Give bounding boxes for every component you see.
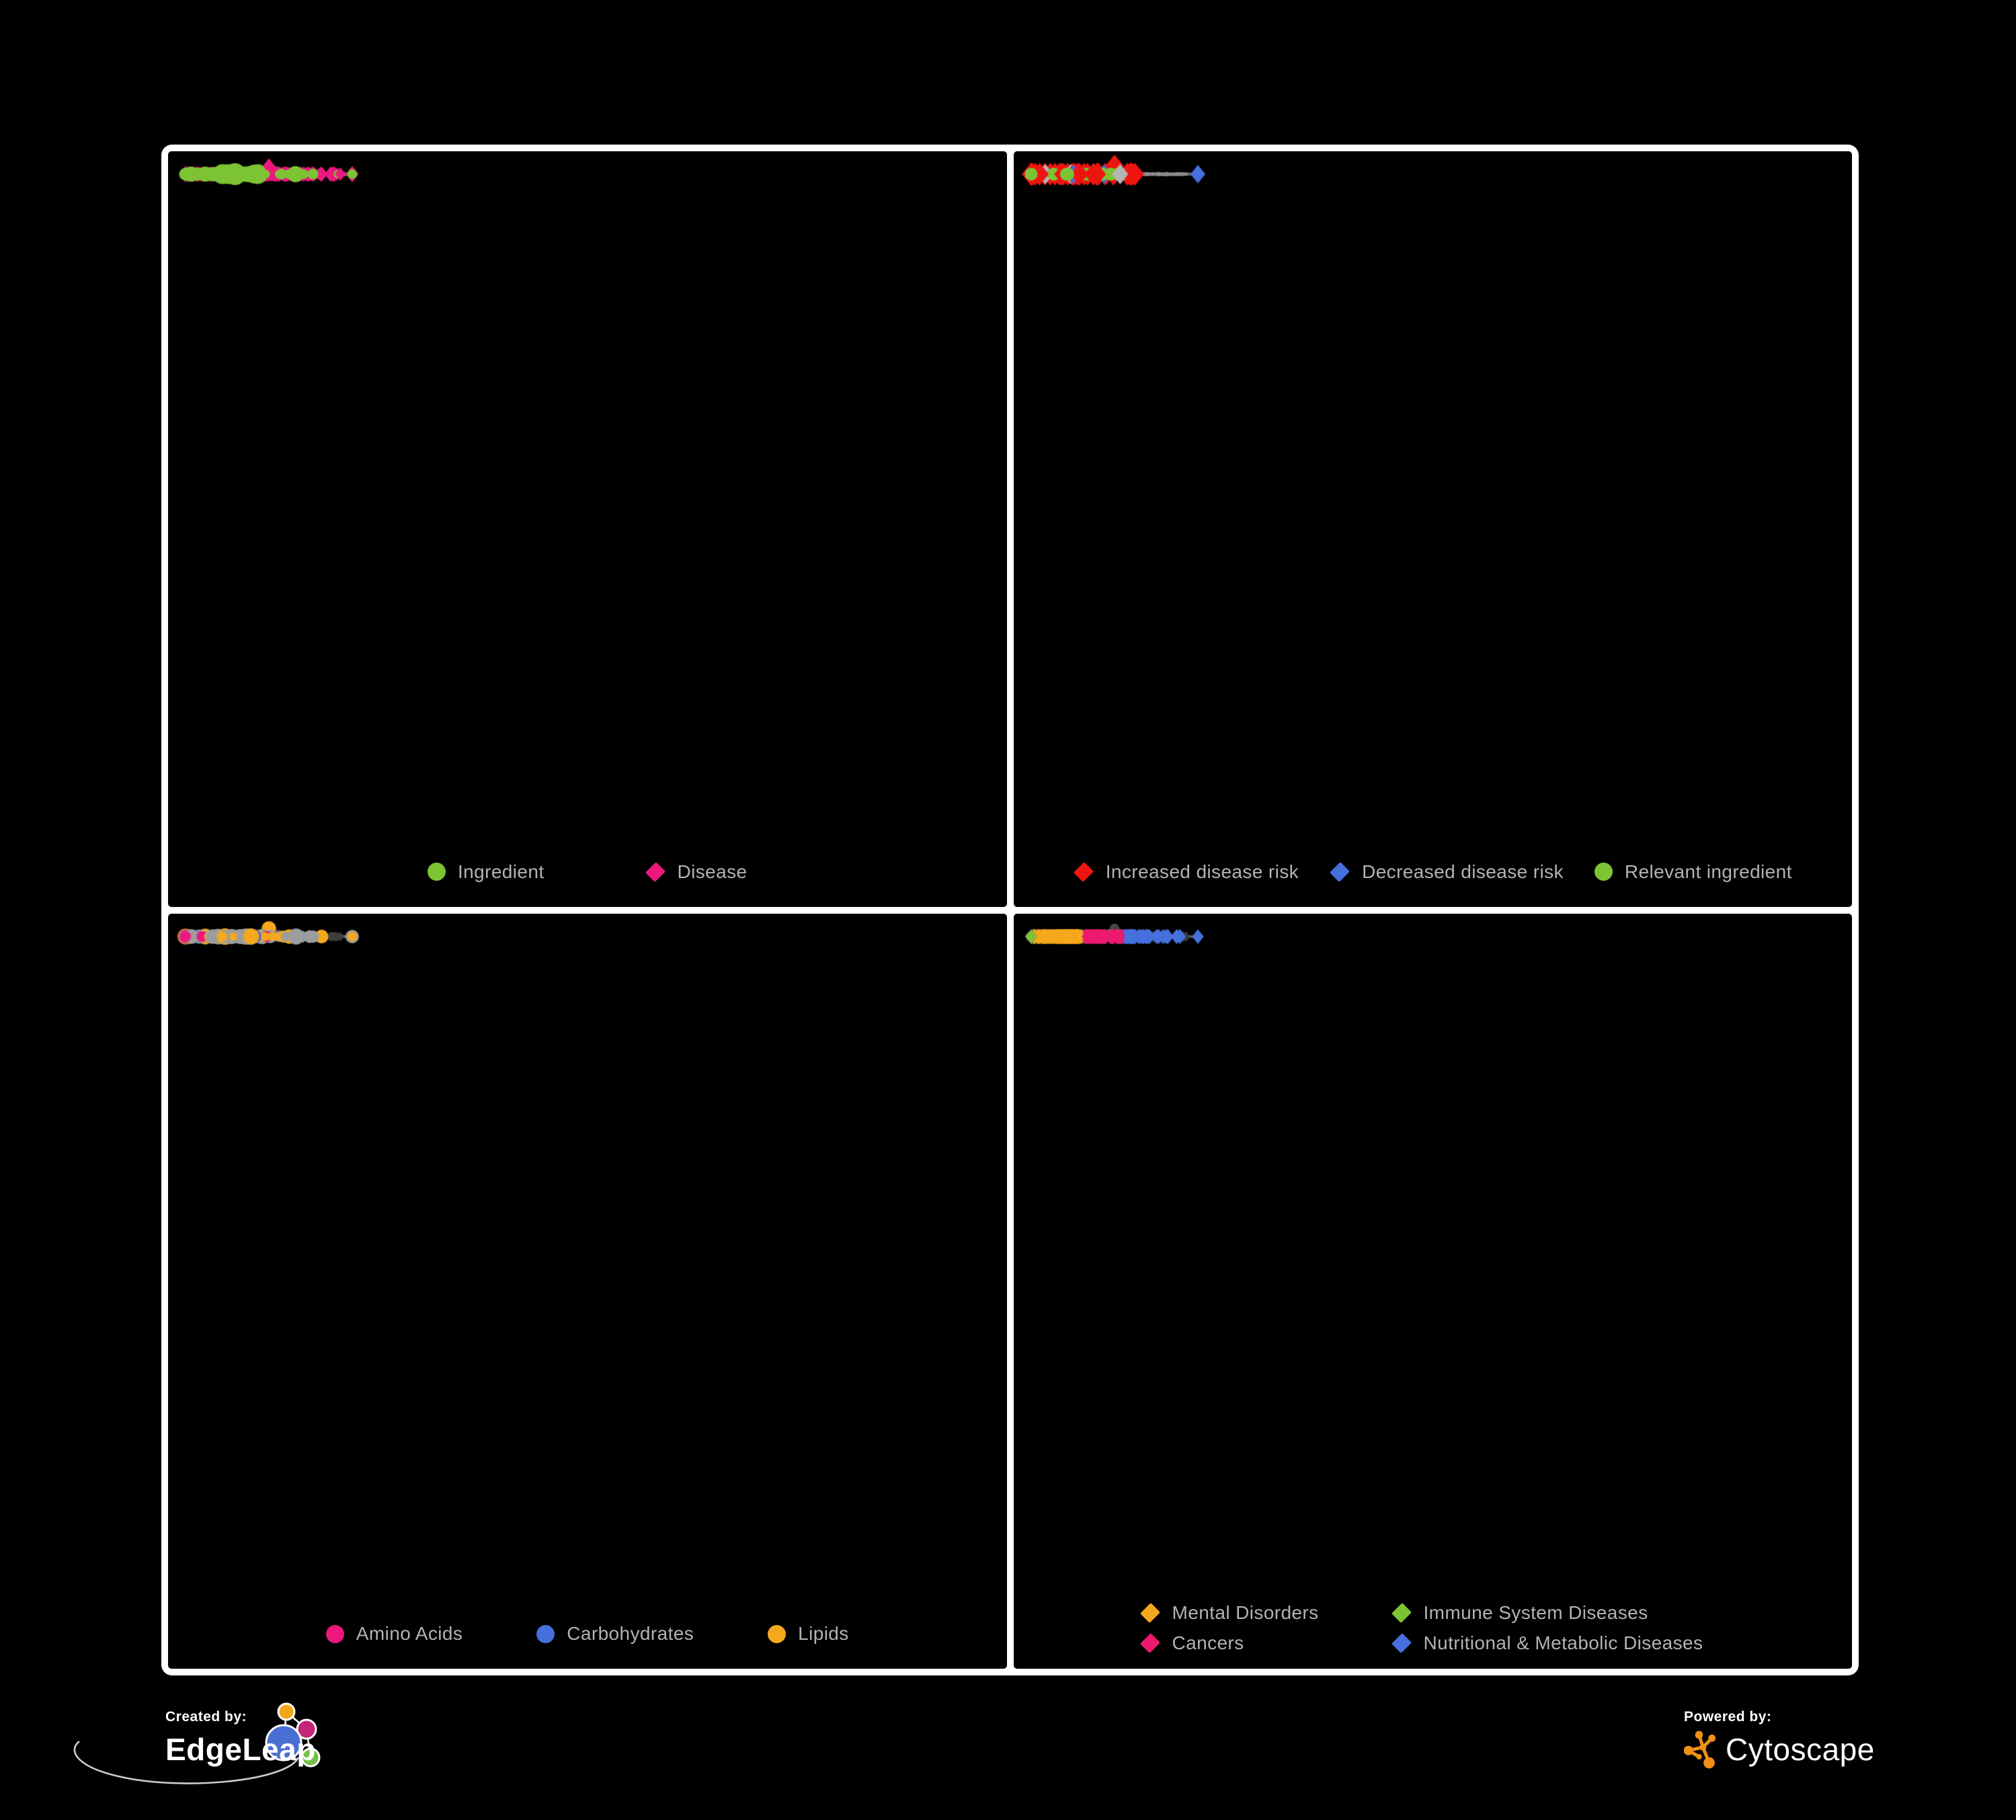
legend-item-carbohydrates: Carbohydrates: [536, 1623, 694, 1645]
legend-disease-classes: Mental Disorders Immune System Diseases …: [1139, 1602, 1703, 1654]
created-by-label: Created by:: [165, 1709, 247, 1725]
legend-label: Disease: [677, 861, 748, 882]
amino-acids-circle-icon: [325, 1624, 344, 1643]
network-graph-ingredient-disease: [168, 151, 370, 252]
legend-label: Nutritional & Metabolic Diseases: [1423, 1632, 1703, 1653]
legend-label: Immune System Diseases: [1423, 1602, 1648, 1623]
nutritional-metabolic-diamond-icon: [1391, 1633, 1412, 1653]
legend-item-ingredient: Ingredient: [427, 861, 545, 883]
network-graph-nutrient-classes: [168, 913, 370, 1015]
cancers-diamond-icon: [1139, 1633, 1160, 1653]
carbohydrates-circle-icon: [536, 1624, 555, 1643]
network-graph-disease-classes: [1013, 913, 1215, 1015]
cytoscape-wordmark: Cytoscape: [1726, 1732, 1875, 1767]
legend-label: Lipids: [798, 1623, 849, 1644]
panel-ingredient-disease: Ingredient Disease: [168, 151, 1007, 907]
legend-item-increased-risk: Increased disease risk: [1073, 861, 1299, 883]
legend-label: Ingredient: [457, 861, 545, 882]
legend-nutrient-classes: Amino Acids Carbohydrates Lipids: [168, 1623, 1007, 1645]
legend-label: Amino Acids: [356, 1623, 463, 1644]
legend-ingredient-disease: Ingredient Disease: [168, 861, 1007, 883]
panel-nutrient-classes: Amino Acids Carbohydrates Lipids: [168, 913, 1007, 1669]
mental-disorders-diamond-icon: [1139, 1603, 1160, 1623]
panel-disease-classes: Mental Disorders Immune System Diseases …: [1013, 913, 1852, 1669]
created-by-branding: Created by: EdgeLeap: [73, 1702, 488, 1817]
legend-disease-risk: Increased disease risk Decreased disease…: [1014, 861, 1853, 883]
edgeleap-wordmark: EdgeLeap: [165, 1732, 316, 1767]
legend-item-lipids: Lipids: [768, 1623, 849, 1645]
decreased-risk-diamond-icon: [1330, 861, 1350, 882]
network-graph-disease-risk: [1013, 151, 1215, 252]
powered-by-label: Powered by:: [1684, 1709, 1772, 1725]
panel-disease-risk: Increased disease risk Decreased disease…: [1013, 151, 1853, 907]
legend-item-cancers: Cancers: [1139, 1632, 1392, 1654]
legend-item-disease: Disease: [645, 861, 748, 883]
ingredient-circle-icon: [427, 863, 446, 881]
immune-diseases-diamond-icon: [1391, 1603, 1412, 1623]
cytoscape-logo-icon: [1684, 1731, 1716, 1769]
legend-label: Cancers: [1172, 1632, 1244, 1653]
legend-item-relevant-ingredient: Relevant ingredient: [1594, 861, 1792, 883]
panel-grid: Ingredient Disease Increased disease ris…: [161, 145, 1859, 1675]
relevant-ingredient-circle-icon: [1594, 863, 1613, 881]
legend-item-decreased-risk: Decreased disease risk: [1330, 861, 1564, 883]
powered-by-branding: Powered by: Cytoscape: [1684, 1709, 1875, 1770]
legend-label: Relevant ingredient: [1624, 861, 1792, 882]
legend-label: Mental Disorders: [1172, 1602, 1319, 1623]
legend-label: Increased disease risk: [1105, 861, 1299, 882]
legend-item-nutritional-metabolic: Nutritional & Metabolic Diseases: [1391, 1632, 1703, 1654]
lipids-circle-icon: [768, 1624, 787, 1643]
legend-item-mental-disorders: Mental Disorders: [1139, 1602, 1392, 1624]
legend-label: Carbohydrates: [567, 1623, 694, 1644]
edgeleap-logo-icon: [73, 1702, 321, 1784]
disease-diamond-icon: [645, 861, 666, 882]
legend-item-immune-diseases: Immune System Diseases: [1391, 1602, 1703, 1624]
legend-label: Decreased disease risk: [1362, 861, 1564, 882]
legend-item-amino-acids: Amino Acids: [325, 1623, 463, 1645]
increased-risk-diamond-icon: [1073, 861, 1094, 882]
